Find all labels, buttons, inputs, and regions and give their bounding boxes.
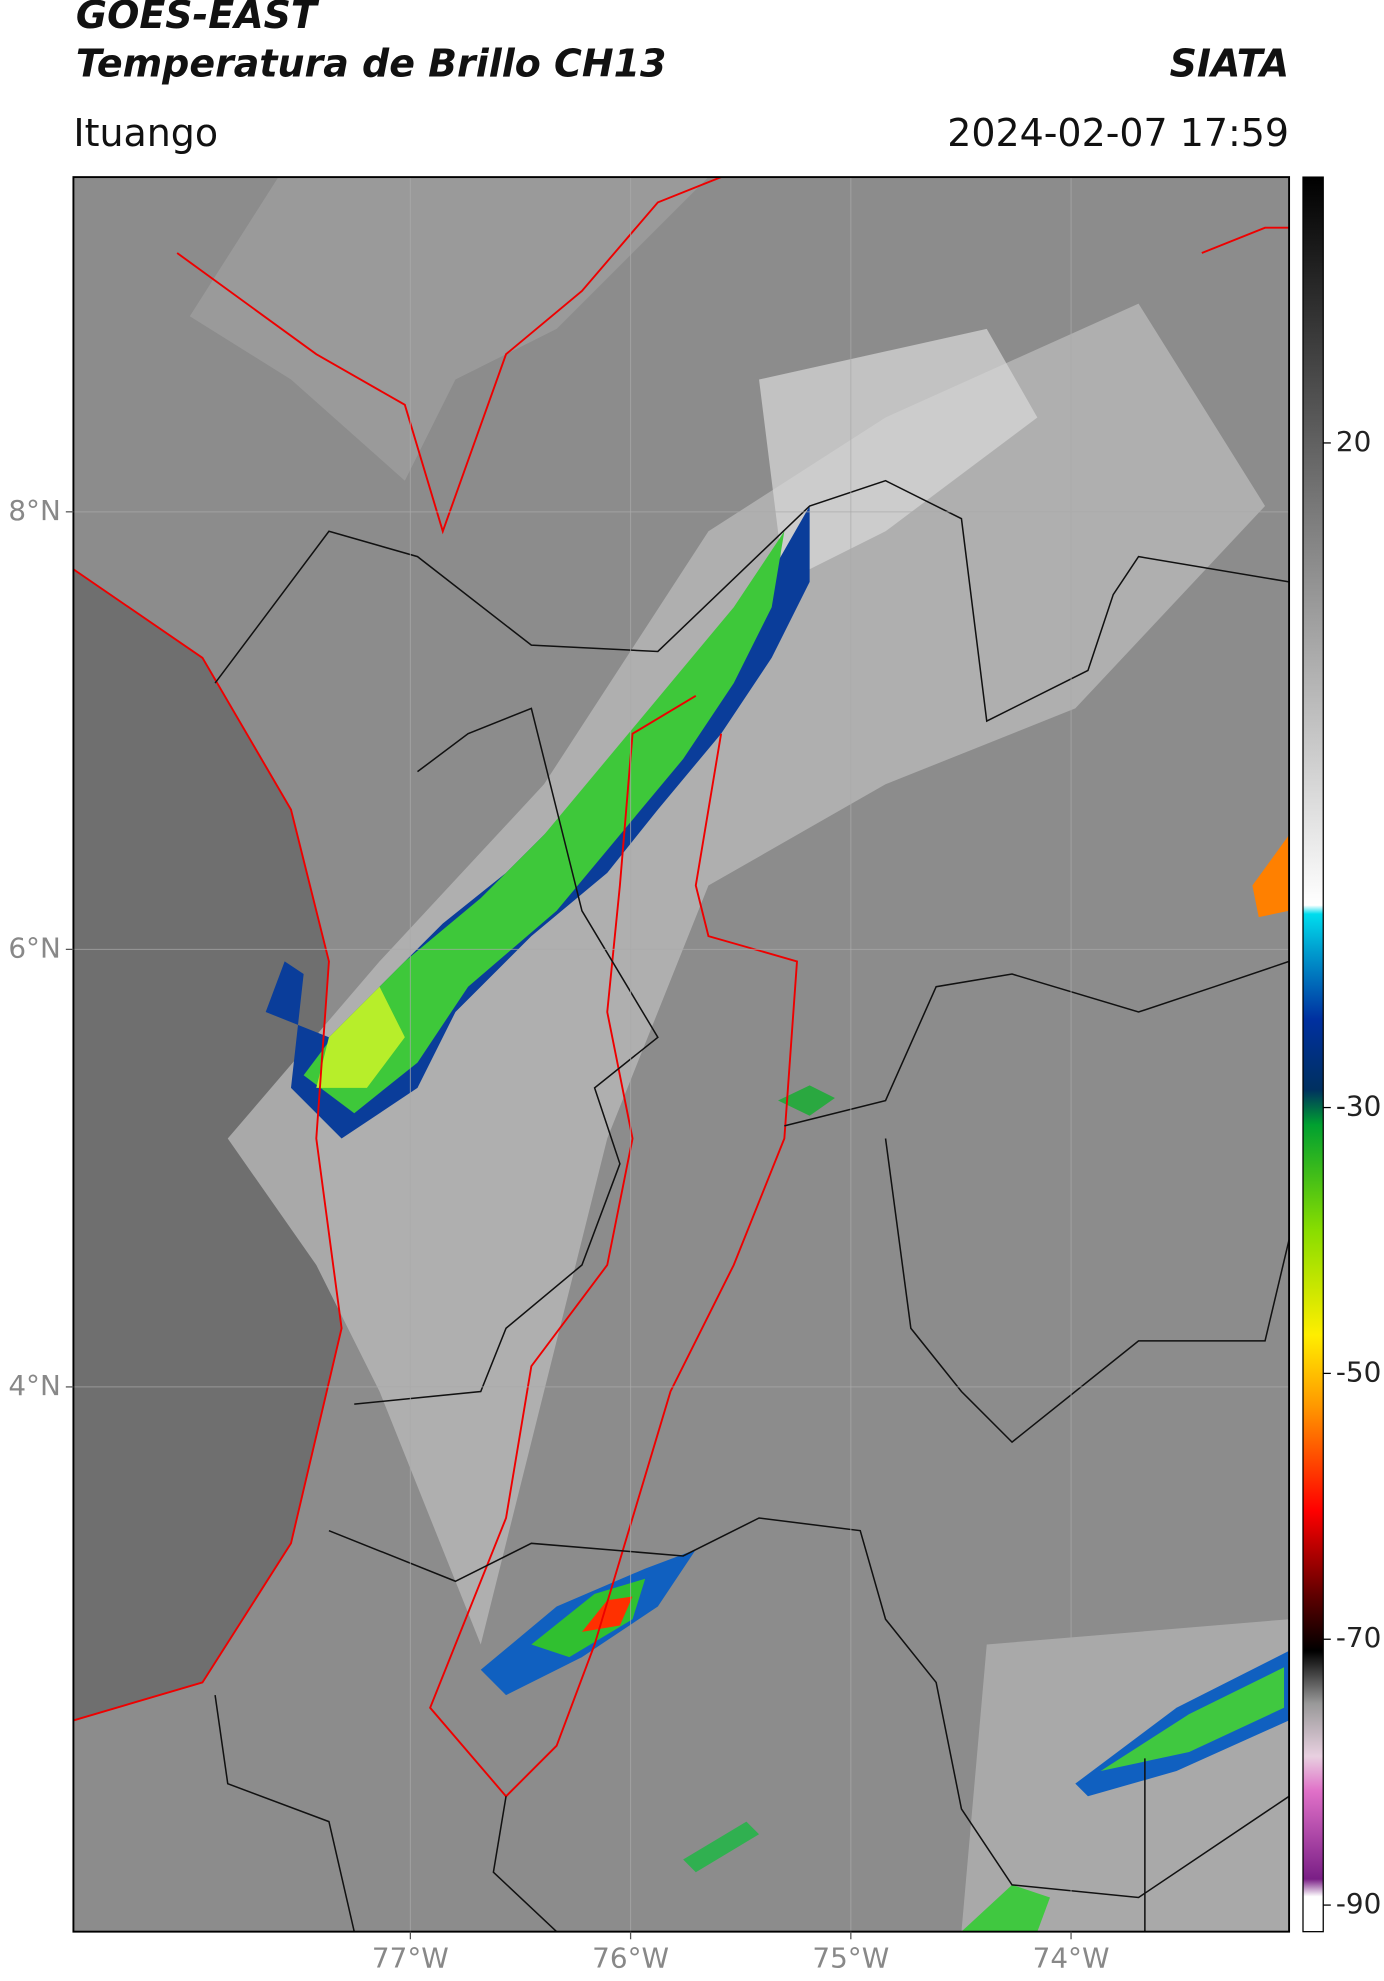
colorbar-label: -90 bbox=[1336, 1887, 1381, 1920]
timestamp: 2024-02-07 17:59 bbox=[947, 111, 1289, 155]
subtitle: Temperatura de Brillo CH13 bbox=[76, 41, 666, 85]
lon-label: 74°W bbox=[1033, 1941, 1110, 1974]
lat-label: 6°N bbox=[8, 931, 60, 964]
colorbar bbox=[1302, 176, 1324, 1933]
lon-label: 77°W bbox=[372, 1941, 449, 1974]
colorbar-label: 20 bbox=[1336, 425, 1371, 458]
graticule bbox=[73, 177, 1290, 1932]
location: Ituango bbox=[73, 111, 218, 155]
title: GOES-EAST bbox=[76, 0, 320, 37]
lat-label: 4°N bbox=[8, 1369, 60, 1402]
colorbar-label: -50 bbox=[1336, 1355, 1381, 1388]
colorbar-label: -70 bbox=[1336, 1621, 1381, 1654]
map-image bbox=[73, 177, 1290, 1932]
colorbar-label: -30 bbox=[1336, 1090, 1381, 1123]
map-frame bbox=[72, 176, 1291, 1933]
lon-label: 76°W bbox=[592, 1941, 669, 1974]
lat-label: 8°N bbox=[8, 494, 60, 527]
agency: SIATA bbox=[1170, 41, 1289, 85]
lon-label: 75°W bbox=[812, 1941, 889, 1974]
